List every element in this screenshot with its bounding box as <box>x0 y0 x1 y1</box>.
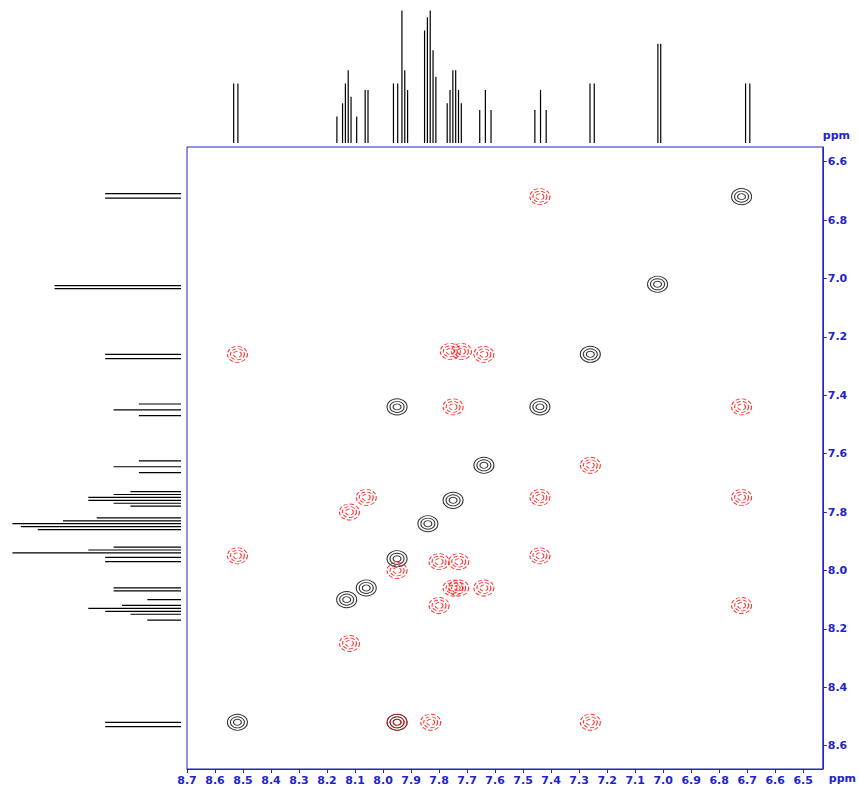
svg-text:8.3: 8.3 <box>289 774 309 787</box>
svg-text:7.8: 7.8 <box>828 506 848 519</box>
svg-text:6.5: 6.5 <box>793 774 813 787</box>
svg-text:7.7: 7.7 <box>457 774 477 787</box>
svg-text:8.4: 8.4 <box>828 681 848 694</box>
svg-text:8.1: 8.1 <box>345 774 365 787</box>
svg-text:7.5: 7.5 <box>513 774 533 787</box>
svg-text:7.3: 7.3 <box>569 774 589 787</box>
svg-text:6.7: 6.7 <box>737 774 757 787</box>
svg-text:8.0: 8.0 <box>828 564 848 577</box>
svg-text:7.2: 7.2 <box>597 774 617 787</box>
svg-text:ppm: ppm <box>829 772 856 785</box>
svg-text:8.7: 8.7 <box>177 774 197 787</box>
svg-text:6.9: 6.9 <box>681 774 701 787</box>
svg-text:8.2: 8.2 <box>828 622 848 635</box>
svg-text:6.8: 6.8 <box>709 774 729 787</box>
svg-text:8.6: 8.6 <box>205 774 225 787</box>
svg-text:7.4: 7.4 <box>541 774 561 787</box>
svg-text:8.5: 8.5 <box>233 774 253 787</box>
svg-text:7.2: 7.2 <box>828 330 848 343</box>
svg-text:6.8: 6.8 <box>828 214 848 227</box>
svg-text:6.6: 6.6 <box>828 155 848 168</box>
svg-text:8.0: 8.0 <box>373 774 393 787</box>
svg-text:8.6: 8.6 <box>828 739 848 752</box>
svg-text:7.0: 7.0 <box>653 774 673 787</box>
svg-text:7.9: 7.9 <box>401 774 421 787</box>
svg-text:6.6: 6.6 <box>765 774 785 787</box>
svg-text:7.0: 7.0 <box>828 272 848 285</box>
svg-text:7.8: 7.8 <box>429 774 449 787</box>
svg-text:7.6: 7.6 <box>485 774 505 787</box>
svg-text:7.1: 7.1 <box>625 774 645 787</box>
svg-text:7.4: 7.4 <box>828 389 848 402</box>
svg-text:ppm: ppm <box>823 129 850 142</box>
svg-text:8.2: 8.2 <box>317 774 337 787</box>
svg-text:8.4: 8.4 <box>261 774 281 787</box>
svg-text:7.6: 7.6 <box>828 447 848 460</box>
